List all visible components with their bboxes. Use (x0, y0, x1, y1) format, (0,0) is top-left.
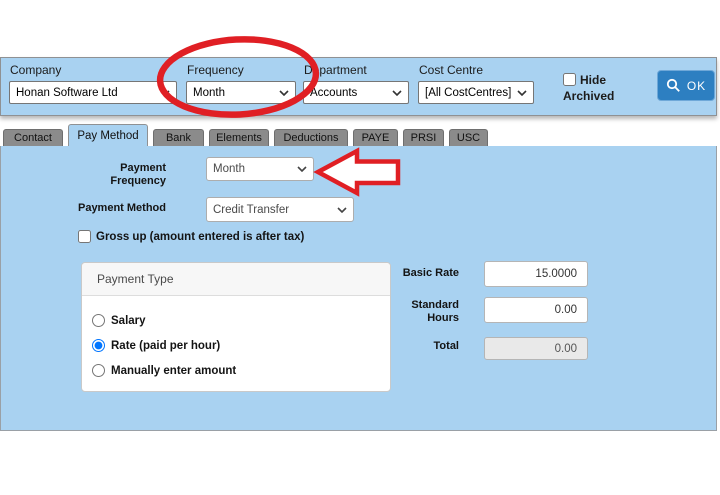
payment-method-label: Payment Method (77, 202, 166, 214)
tab-prsi[interactable]: PRSI (403, 129, 444, 146)
department-select[interactable]: Accounts (303, 81, 409, 104)
search-ok-button[interactable]: OK (657, 70, 715, 101)
hide-archived-field: Hide Archived (563, 72, 629, 104)
tab-paye[interactable]: PAYE (353, 129, 398, 146)
hide-archived-checkbox[interactable] (563, 73, 576, 86)
department-label: Department (304, 63, 367, 77)
pay-method-panel: Payment Frequency Month Payment Method C… (0, 146, 717, 431)
chevron-down-icon (160, 89, 170, 96)
standard-hours-input[interactable] (484, 297, 588, 323)
chevron-down-icon (337, 206, 347, 213)
payment-method-select-value: Credit Transfer (213, 203, 290, 216)
tab-elements[interactable]: Elements (209, 129, 269, 146)
filter-toolbar: Company Honan Software Ltd Frequency Mon… (0, 57, 717, 116)
cost-centre-select[interactable]: [All CostCentres] (418, 81, 534, 104)
standard-hours-label: Standard Hours (411, 299, 459, 324)
cost-centre-label: Cost Centre (419, 63, 484, 77)
hide-archived-label: Hide Archived (563, 73, 615, 103)
payment-type-radio[interactable] (92, 339, 105, 352)
payment-type-radio[interactable] (92, 314, 105, 327)
search-icon (666, 78, 681, 93)
chevron-down-icon (392, 89, 402, 96)
payment-frequency-label: Payment Frequency (110, 162, 166, 187)
payment-type-header: Payment Type (82, 263, 390, 296)
payment-type-options: Salary Rate (paid per hour) Manually ent… (82, 296, 390, 383)
payment-method-select[interactable]: Credit Transfer (206, 197, 354, 222)
payment-type-option[interactable]: Salary (92, 308, 375, 333)
cost-centre-select-value: [All CostCentres] (425, 86, 512, 99)
ok-button-label: OK (686, 78, 707, 93)
gross-up-field: Gross up (amount entered is after tax) (78, 230, 304, 243)
total-input (484, 337, 588, 360)
payment-type-option-label: Salary (111, 314, 146, 327)
basic-rate-label: Basic Rate (402, 267, 459, 279)
payment-frequency-select-value: Month (213, 163, 245, 175)
company-label: Company (10, 63, 62, 77)
chevron-down-icon (297, 166, 307, 172)
payment-type-radio[interactable] (92, 364, 105, 377)
payment-frequency-select[interactable]: Month (206, 157, 314, 181)
tab-usc[interactable]: USC (449, 129, 488, 146)
department-select-value: Accounts (310, 86, 358, 99)
tab-pay-method[interactable]: Pay Method (68, 124, 148, 146)
tab-contact[interactable]: Contact (3, 129, 63, 146)
frequency-select-value: Month (193, 86, 225, 99)
payment-type-option-label: Rate (paid per hour) (111, 339, 221, 352)
chevron-down-icon (279, 89, 289, 96)
payment-type-card: Payment Type Salary Rate (paid per hour)… (81, 262, 391, 392)
payment-type-option-label: Manually enter amount (111, 364, 237, 377)
frequency-select[interactable]: Month (186, 81, 296, 104)
tab-deductions[interactable]: Deductions (274, 129, 348, 146)
chevron-down-icon (517, 89, 527, 96)
tab-bank[interactable]: Bank (153, 129, 204, 146)
gross-up-checkbox[interactable] (78, 230, 91, 243)
total-label: Total (433, 340, 459, 352)
frequency-label: Frequency (187, 63, 244, 77)
payment-type-option[interactable]: Manually enter amount (92, 358, 375, 383)
gross-up-label: Gross up (amount entered is after tax) (96, 230, 305, 243)
basic-rate-input[interactable] (484, 261, 588, 287)
company-select-value: Honan Software Ltd (16, 86, 118, 99)
payment-type-option[interactable]: Rate (paid per hour) (92, 333, 375, 358)
tab-bar: Contact Pay Method Bank Elements Deducti… (3, 124, 488, 146)
company-select[interactable]: Honan Software Ltd (9, 81, 177, 104)
